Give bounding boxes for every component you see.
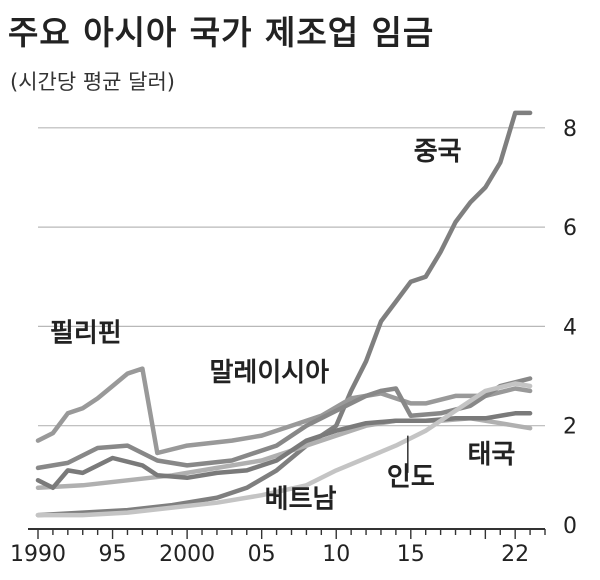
chart-subtitle: (시간당 평균 달러) xyxy=(10,70,175,94)
series-label: 말레이시아 xyxy=(209,358,329,388)
y-tick-label: 2 xyxy=(563,415,577,440)
series-label: 인도 xyxy=(387,462,435,492)
series-line xyxy=(35,376,533,471)
x-tick-label: 15 xyxy=(397,542,425,567)
series-line xyxy=(35,411,533,491)
x-tick-label: 10 xyxy=(322,542,350,567)
x-tick-label: 1990 xyxy=(10,542,66,567)
y-tick-label: 8 xyxy=(563,117,577,142)
tick-labels: 0 2 4 6 8 1990 95 2000 05 10 15 22 xyxy=(10,117,577,567)
chart-title: 주요 아시아 국가 제조업 임금 xyxy=(8,13,435,52)
series-label: 중국 xyxy=(414,137,462,167)
series-label: 필리핀 xyxy=(50,318,122,348)
y-tick-label: 6 xyxy=(563,216,577,241)
x-tick-label: 22 xyxy=(501,542,529,567)
x-axis xyxy=(28,528,546,539)
x-tick-label: 2000 xyxy=(159,542,215,567)
x-tick-label: 05 xyxy=(248,542,276,567)
series-line xyxy=(35,366,533,456)
x-tick-label: 95 xyxy=(99,542,127,567)
series-label: 태국 xyxy=(467,440,515,470)
series-lines xyxy=(35,110,533,518)
series-label: 베트남 xyxy=(265,485,337,515)
y-tick-label: 4 xyxy=(563,315,577,340)
y-tick-label: 0 xyxy=(563,514,577,539)
series-line xyxy=(35,381,533,518)
series-line xyxy=(35,110,533,518)
